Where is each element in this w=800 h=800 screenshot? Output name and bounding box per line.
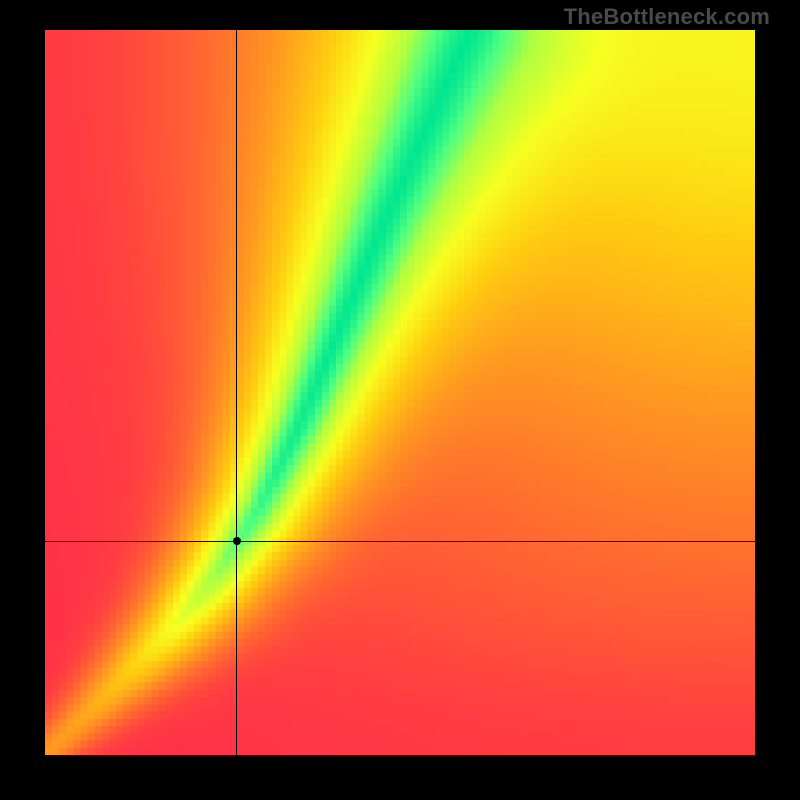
marker-dot: [233, 537, 241, 545]
watermark-text: TheBottleneck.com: [564, 4, 770, 30]
heatmap-plot: [45, 30, 755, 755]
heatmap-canvas: [45, 30, 755, 755]
crosshair-horizontal: [45, 541, 755, 542]
crosshair-vertical: [236, 30, 237, 755]
